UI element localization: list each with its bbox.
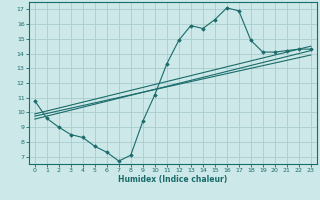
X-axis label: Humidex (Indice chaleur): Humidex (Indice chaleur) bbox=[118, 175, 228, 184]
